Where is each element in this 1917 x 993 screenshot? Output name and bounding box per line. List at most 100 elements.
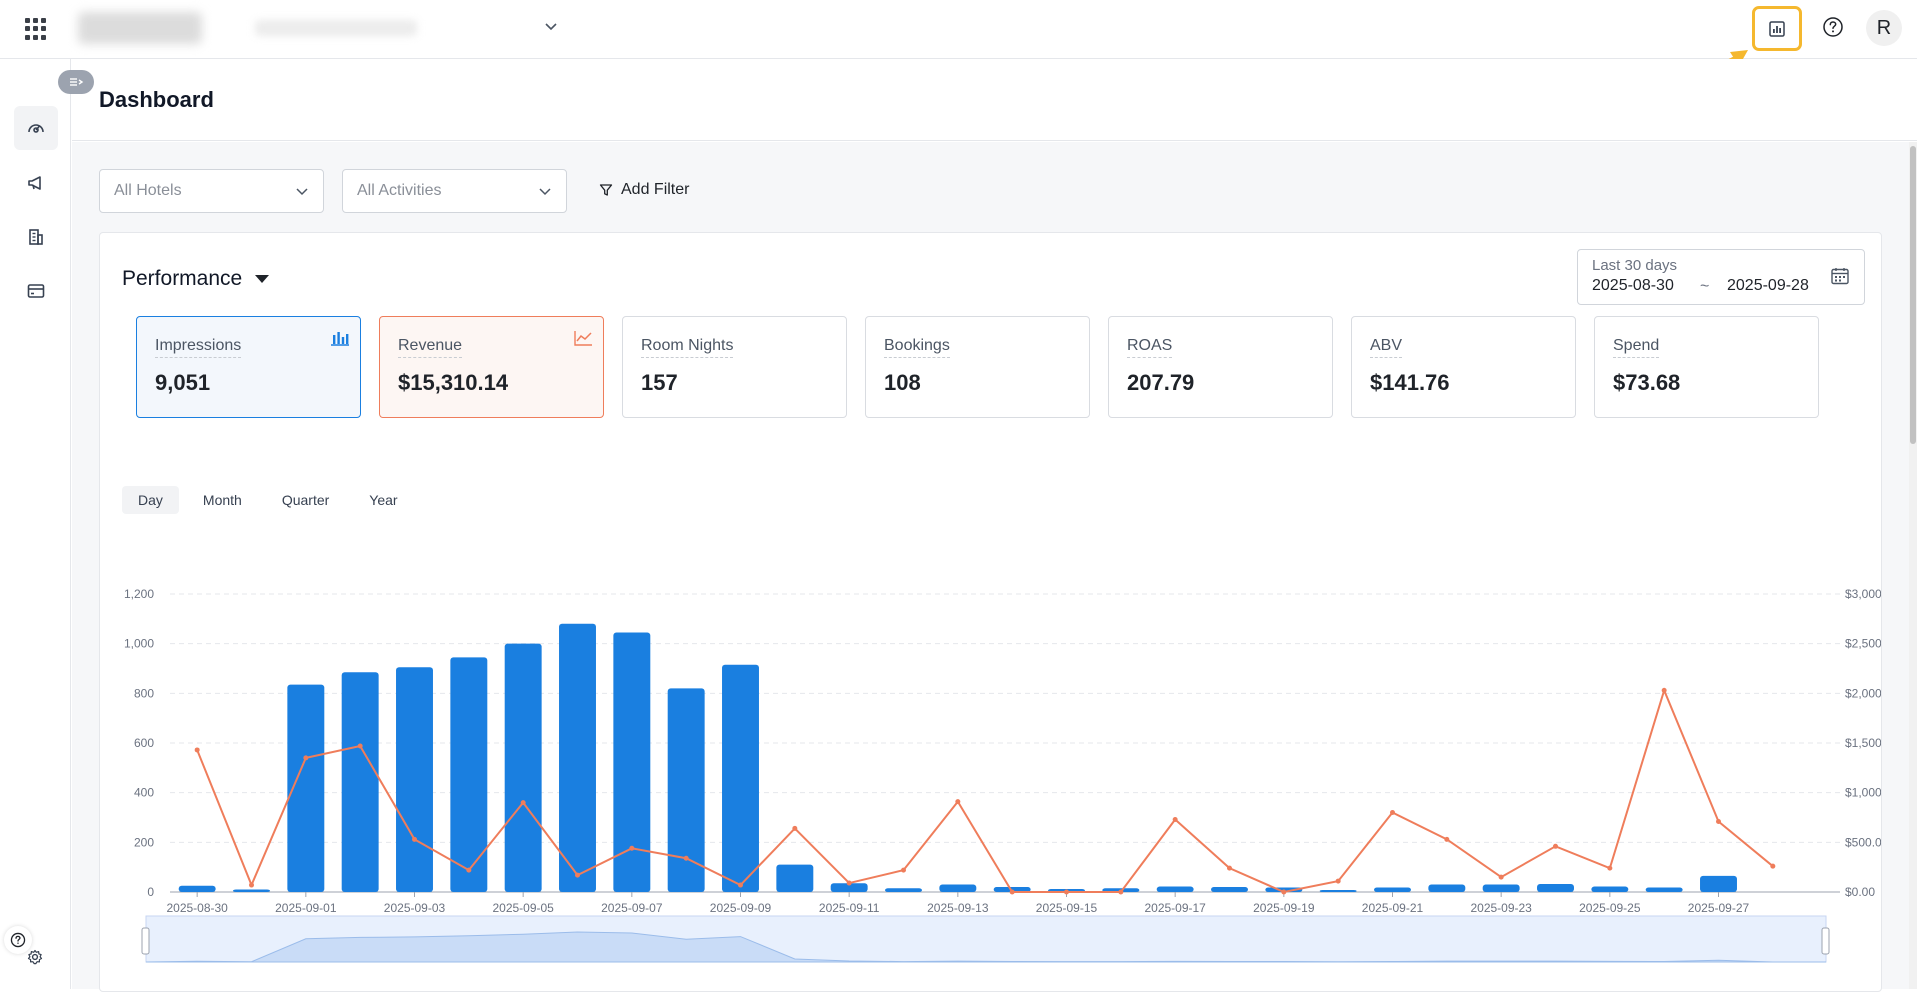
x-tick-label: 2025-09-11 <box>819 901 880 915</box>
line-chart-icon <box>574 331 592 346</box>
zoom-handle-left <box>141 927 150 955</box>
revenue-point <box>1118 889 1124 895</box>
sidebar-item-hotels[interactable] <box>14 215 58 259</box>
kpi-card-room-nights[interactable]: Room Nights 157 <box>622 316 847 418</box>
page-scrollbar[interactable] <box>1909 142 1917 989</box>
revenue-point <box>1498 874 1504 880</box>
sidebar-item-campaigns[interactable] <box>14 161 58 205</box>
y-right-tick-label: $2,000.00 <box>1845 686 1881 700</box>
chevron-down-icon[interactable] <box>543 18 559 34</box>
org-selector-label[interactable] <box>255 20 417 36</box>
settings-button[interactable] <box>24 946 46 968</box>
collapse-icon <box>70 78 84 86</box>
bar-chart-icon <box>331 332 349 346</box>
date-range-picker[interactable]: Last 30 days 2025-08-30 ~ 2025-09-28 <box>1577 249 1865 305</box>
activities-select[interactable]: All Activities <box>342 169 567 213</box>
y-right-tick-label: $1,500.00 <box>1845 736 1881 750</box>
kpi-value: 207.79 <box>1127 370 1195 395</box>
performance-dropdown[interactable]: Performance <box>122 267 270 291</box>
kpi-card-revenue[interactable]: Revenue $15,310.14 <box>379 316 604 418</box>
chart-bar <box>1700 875 1737 892</box>
revenue-point <box>1281 889 1287 895</box>
revenue-point <box>249 882 254 888</box>
tab-month[interactable]: Month <box>202 492 242 508</box>
x-tick-label: 2025-09-23 <box>1470 901 1532 915</box>
scrollbar-thumb[interactable] <box>1910 146 1916 444</box>
revenue-line <box>196 687 1774 894</box>
chart-bar <box>939 884 977 892</box>
x-tick-label: 2025-09-07 <box>601 901 663 915</box>
chart-bar <box>341 672 379 892</box>
chart-bar <box>1156 886 1194 892</box>
tab-year[interactable]: Year <box>369 492 398 508</box>
chart-bar <box>1591 886 1629 892</box>
chart-bar <box>450 657 488 892</box>
report-button[interactable] <box>1752 6 1802 51</box>
chart-bar <box>504 643 542 892</box>
revenue-point <box>1390 810 1395 816</box>
tab-day[interactable]: Day <box>122 486 179 514</box>
kpi-value: $73.68 <box>1613 370 1681 395</box>
chart-bar <box>1645 887 1683 892</box>
filter-icon <box>599 184 613 196</box>
performance-title: Performance <box>122 267 243 290</box>
revenue-point <box>412 836 417 842</box>
performance-card: Performance Last 30 days 2025-08-30 ~ 20… <box>99 232 1882 992</box>
x-tick-label: 2025-09-25 <box>1579 901 1641 915</box>
chevron-down-icon <box>539 188 551 196</box>
kpi-label: Bookings <box>884 337 950 358</box>
chart-bar <box>1537 884 1574 892</box>
sidebar-item-dashboard[interactable] <box>14 106 58 150</box>
calendar-icon[interactable] <box>1830 266 1850 286</box>
user-avatar[interactable]: R <box>1866 10 1902 46</box>
date-start[interactable]: 2025-08-30 <box>1592 277 1674 294</box>
tab-quarter[interactable]: Quarter <box>281 492 330 508</box>
kpi-label: ABV <box>1370 337 1403 358</box>
chart-bar <box>722 664 759 892</box>
revenue-point <box>194 747 200 753</box>
y-left-tick-label: 1,000 <box>124 637 154 651</box>
performance-chart: 0 200 400 600 800 1,000 1,200 $0.00 $500.00 $1,00… <box>124 587 1881 963</box>
chart-bar <box>1319 890 1357 892</box>
chart-bar <box>1482 884 1520 892</box>
kpi-card-abv[interactable]: ABV $141.76 <box>1351 316 1576 418</box>
add-filter-button[interactable]: Add Filter <box>599 181 689 199</box>
chevron-down-icon <box>296 188 308 196</box>
kpi-card-impressions[interactable]: Impressions 9,051 <box>136 316 361 418</box>
apps-grid-icon[interactable] <box>25 18 47 40</box>
y-right-tick-label: $1,000.00 <box>1845 786 1881 800</box>
y-right-tick-label: $2,500.00 <box>1845 637 1881 651</box>
page-title: Dashboard <box>99 87 214 112</box>
support-button[interactable] <box>4 926 32 954</box>
zoom-slider-area <box>145 931 1826 963</box>
chart-bar <box>559 623 596 892</box>
chart-bar <box>178 885 216 892</box>
kpi-value: 157 <box>641 370 678 395</box>
kpi-value: 9,051 <box>155 370 211 395</box>
kpi-card-bookings[interactable]: Bookings 108 <box>865 316 1090 418</box>
kpi-value: $15,310.14 <box>398 370 509 395</box>
y-left-tick-label: 1,200 <box>124 587 154 601</box>
kpi-card-spend[interactable]: Spend $73.68 <box>1594 316 1819 418</box>
x-tick-label: 2025-09-19 <box>1253 901 1315 915</box>
chart-bar <box>396 667 433 892</box>
sidebar <box>0 59 71 989</box>
sidebar-item-billing[interactable] <box>14 269 58 313</box>
help-icon[interactable] <box>1822 16 1844 38</box>
revenue-point <box>303 755 309 761</box>
main-content: All Hotels All Activities Add Filter Per… <box>72 142 1917 992</box>
date-range-label: Last 30 days <box>1592 257 1678 274</box>
sidebar-collapse-button[interactable] <box>58 70 94 94</box>
x-tick-label: 2025-08-30 <box>166 901 228 915</box>
credit-card-icon <box>27 284 45 298</box>
revenue-point <box>683 855 689 861</box>
hotels-select[interactable]: All Hotels <box>99 169 324 213</box>
x-tick-label: 2025-09-01 <box>275 901 337 915</box>
revenue-point <box>846 880 852 886</box>
revenue-point <box>520 800 526 806</box>
date-end[interactable]: 2025-09-28 <box>1727 277 1809 294</box>
revenue-point <box>1716 818 1721 824</box>
revenue-point <box>792 825 798 831</box>
kpi-value: 108 <box>884 370 921 395</box>
kpi-card-roas[interactable]: ROAS 207.79 <box>1108 316 1333 418</box>
